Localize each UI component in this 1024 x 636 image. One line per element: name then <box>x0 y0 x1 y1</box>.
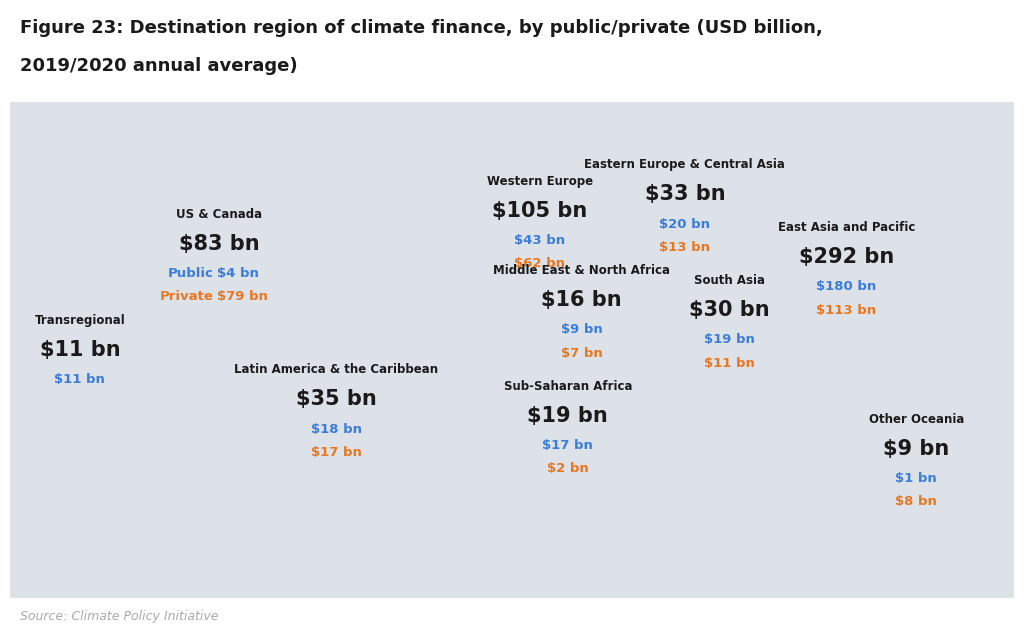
Text: $17 bn: $17 bn <box>543 439 593 452</box>
Text: $8 bn: $8 bn <box>895 495 937 508</box>
Text: Public: Public <box>168 267 214 280</box>
Text: Other Oceania: Other Oceania <box>868 413 964 426</box>
Text: Figure 23: Destination region of climate finance, by public/private (USD billion: Figure 23: Destination region of climate… <box>20 19 823 37</box>
Text: 2019/2020 annual average): 2019/2020 annual average) <box>20 57 298 75</box>
Text: Middle East & North Africa: Middle East & North Africa <box>494 264 670 277</box>
Text: $30 bn: $30 bn <box>689 300 770 320</box>
Text: $17 bn: $17 bn <box>311 446 361 459</box>
Text: $19 bn: $19 bn <box>527 406 608 426</box>
Text: Eastern Europe & Central Asia: Eastern Europe & Central Asia <box>585 158 785 171</box>
Text: Sub-Saharan Africa: Sub-Saharan Africa <box>504 380 632 393</box>
Text: Source: Climate Policy Initiative: Source: Climate Policy Initiative <box>20 611 219 623</box>
Text: $9 bn: $9 bn <box>561 324 602 336</box>
Text: $43 bn: $43 bn <box>514 234 565 247</box>
Text: $20 bn: $20 bn <box>659 218 711 231</box>
Text: $9 bn: $9 bn <box>883 439 949 459</box>
Text: Private: Private <box>160 291 214 303</box>
Text: $180 bn: $180 bn <box>816 280 877 293</box>
Text: Transregional: Transregional <box>35 314 125 327</box>
Text: $1 bn: $1 bn <box>895 473 937 485</box>
Text: $19 bn: $19 bn <box>703 333 755 347</box>
Text: $292 bn: $292 bn <box>799 247 894 267</box>
Text: $62 bn: $62 bn <box>514 258 565 270</box>
Text: $18 bn: $18 bn <box>311 423 361 436</box>
Text: $79 bn: $79 bn <box>216 291 267 303</box>
Text: US & Canada: US & Canada <box>176 208 262 221</box>
Text: $7 bn: $7 bn <box>561 347 602 359</box>
Text: $4 bn: $4 bn <box>216 267 258 280</box>
Text: $105 bn: $105 bn <box>493 201 588 221</box>
Text: South Asia: South Asia <box>694 274 765 287</box>
Text: $2 bn: $2 bn <box>547 462 589 475</box>
Text: Latin America & the Caribbean: Latin America & the Caribbean <box>234 363 438 377</box>
Text: Western Europe: Western Europe <box>486 175 593 188</box>
Text: $35 bn: $35 bn <box>296 389 377 410</box>
Text: $11 bn: $11 bn <box>703 357 755 370</box>
Text: $13 bn: $13 bn <box>659 241 711 254</box>
Text: $11 bn: $11 bn <box>54 373 105 386</box>
Text: $16 bn: $16 bn <box>542 290 622 310</box>
Text: East Asia and Pacific: East Asia and Pacific <box>778 221 915 234</box>
Text: $33 bn: $33 bn <box>644 184 725 204</box>
Text: $113 bn: $113 bn <box>816 303 877 317</box>
Text: $83 bn: $83 bn <box>179 234 260 254</box>
Text: $11 bn: $11 bn <box>40 340 120 360</box>
